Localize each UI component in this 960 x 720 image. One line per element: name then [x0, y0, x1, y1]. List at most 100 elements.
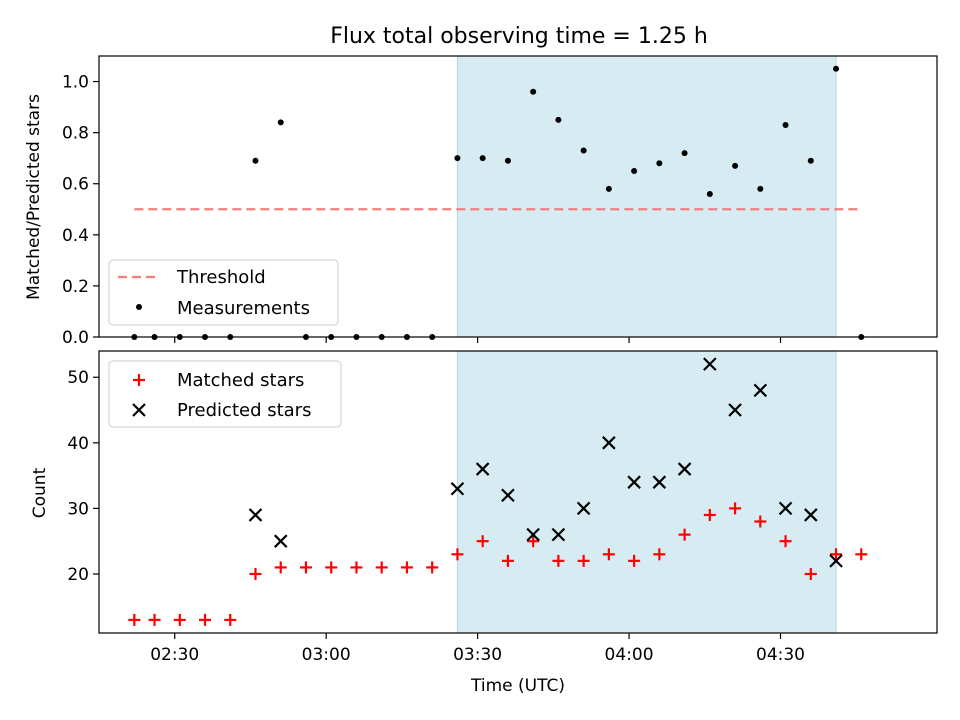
predicted-stars-point	[652, 475, 667, 489]
predicted-stars-point	[501, 488, 515, 503]
predicted-stars-point	[273, 534, 288, 548]
y-tick-label: 0.4	[62, 226, 89, 246]
y-tick-label: 0.0	[62, 328, 89, 348]
measurement-point	[681, 150, 688, 157]
x-tick-label: 04:30	[756, 645, 805, 665]
matched-stars-point	[729, 502, 742, 515]
matched-stars-point	[678, 528, 691, 541]
predicted-stars-point	[576, 501, 591, 516]
predicted-stars-point	[778, 501, 793, 516]
matched-stars-point	[451, 548, 464, 561]
matched-stars-point	[628, 554, 641, 567]
matched-stars-point	[653, 548, 666, 561]
predicted-stars-point	[829, 554, 843, 568]
measurement-point	[252, 157, 259, 164]
x-tick-label: 03:00	[302, 645, 351, 665]
x-tick-label: 03:30	[453, 645, 502, 665]
matched-stars-point	[199, 613, 212, 626]
observing-interval-band	[456, 55, 837, 338]
x-tick-label: 02:30	[150, 645, 199, 665]
predicted-stars-point	[602, 436, 616, 450]
matched-stars-point	[173, 613, 186, 626]
legend-matched-label: Matched stars	[177, 370, 304, 391]
x-tick-label: 04:00	[605, 645, 654, 665]
top-legend: Threshold Measurements	[108, 259, 339, 326]
top-y-axis-label: Matched/Predicted stars	[24, 94, 44, 300]
bottom-legend: Matched stars Predicted stars	[108, 360, 342, 428]
predicted-stars-point	[703, 357, 717, 371]
predicted-stars-point	[450, 481, 465, 496]
measurement-point	[454, 155, 461, 162]
matched-stars-point	[804, 567, 817, 580]
bottom-plot-frame	[98, 350, 938, 634]
predicted-stars-point	[551, 527, 566, 542]
measurement-point	[504, 157, 511, 164]
matched-stars-point	[325, 561, 338, 574]
matched-stars-point	[830, 548, 843, 561]
y-tick-label: 0.6	[62, 175, 89, 195]
predicted-stars-point	[248, 508, 263, 522]
predicted-stars-point	[526, 527, 540, 542]
observing-interval-band	[456, 350, 837, 634]
measurement-point	[555, 116, 562, 123]
y-tick-label: 20	[67, 565, 89, 585]
matched-stars-point	[299, 561, 312, 574]
matched-stars-point	[249, 567, 262, 580]
predicted-stars-point	[627, 475, 641, 489]
matched-stars-point	[400, 561, 413, 574]
matched-stars-point	[274, 561, 287, 574]
matched-stars-point	[224, 613, 237, 626]
measurement-point	[656, 160, 663, 167]
legend-matched-swatch	[133, 374, 145, 386]
measurement-point	[706, 190, 713, 197]
legend-threshold-label: Threshold	[176, 267, 266, 288]
measurement-point	[605, 185, 612, 192]
y-tick-label: 50	[67, 368, 89, 388]
matched-stars-point	[375, 561, 388, 574]
matched-stars-point	[577, 554, 590, 567]
chart-title: Flux total observing time = 1.25 h	[330, 24, 708, 49]
matched-stars-point	[426, 561, 439, 574]
legend-measurements-swatch	[136, 304, 142, 310]
measurement-point	[530, 88, 537, 95]
legend-measurements-label: Measurements	[177, 298, 310, 319]
legend-predicted-label: Predicted stars	[177, 400, 311, 421]
measurement-point	[782, 121, 789, 128]
measurement-point	[757, 185, 764, 192]
measurement-point	[833, 65, 840, 72]
bottom-y-axis-label: Count	[30, 467, 50, 518]
measurement-point	[580, 147, 587, 154]
y-tick-label: 0.2	[62, 277, 89, 297]
predicted-stars-point	[677, 462, 692, 476]
matched-stars-point	[148, 613, 161, 626]
matched-stars-point	[779, 535, 792, 548]
measurement-point	[631, 167, 638, 174]
matched-stars-point	[855, 548, 868, 561]
matched-stars-point	[476, 535, 489, 548]
predicted-stars-point	[804, 508, 818, 522]
matched-stars-point	[350, 561, 363, 574]
y-tick-label: 0.8	[62, 124, 89, 144]
measurement-point	[732, 162, 739, 169]
matched-stars-point	[602, 548, 615, 561]
x-axis-label: Time (UTC)	[470, 676, 565, 696]
matched-stars-point	[703, 508, 716, 521]
predicted-stars-point	[728, 403, 742, 417]
matched-stars-point	[552, 554, 565, 567]
measurement-point	[807, 157, 814, 164]
bottom-panel: 20 30 40 50 02:30 03:00 03:30 04:00 04:30 Count…	[30, 350, 938, 665]
legend-predicted-swatch	[132, 403, 146, 417]
matched-stars-point	[128, 613, 141, 626]
top-plot-frame	[98, 55, 938, 338]
predicted-stars-point	[753, 383, 768, 398]
y-tick-label: 1.0	[62, 73, 89, 93]
predicted-stars-point	[475, 462, 490, 476]
y-tick-label: 40	[67, 434, 89, 454]
measurement-point	[479, 155, 486, 162]
matched-stars-point	[754, 515, 767, 528]
matched-stars-point	[501, 554, 514, 567]
matched-stars-point	[527, 535, 540, 548]
y-tick-label: 30	[67, 499, 89, 519]
top-panel: 0.0 0.2 0.4 0.6 0.8 1.0 Matched/Predicted sta…	[24, 55, 938, 348]
